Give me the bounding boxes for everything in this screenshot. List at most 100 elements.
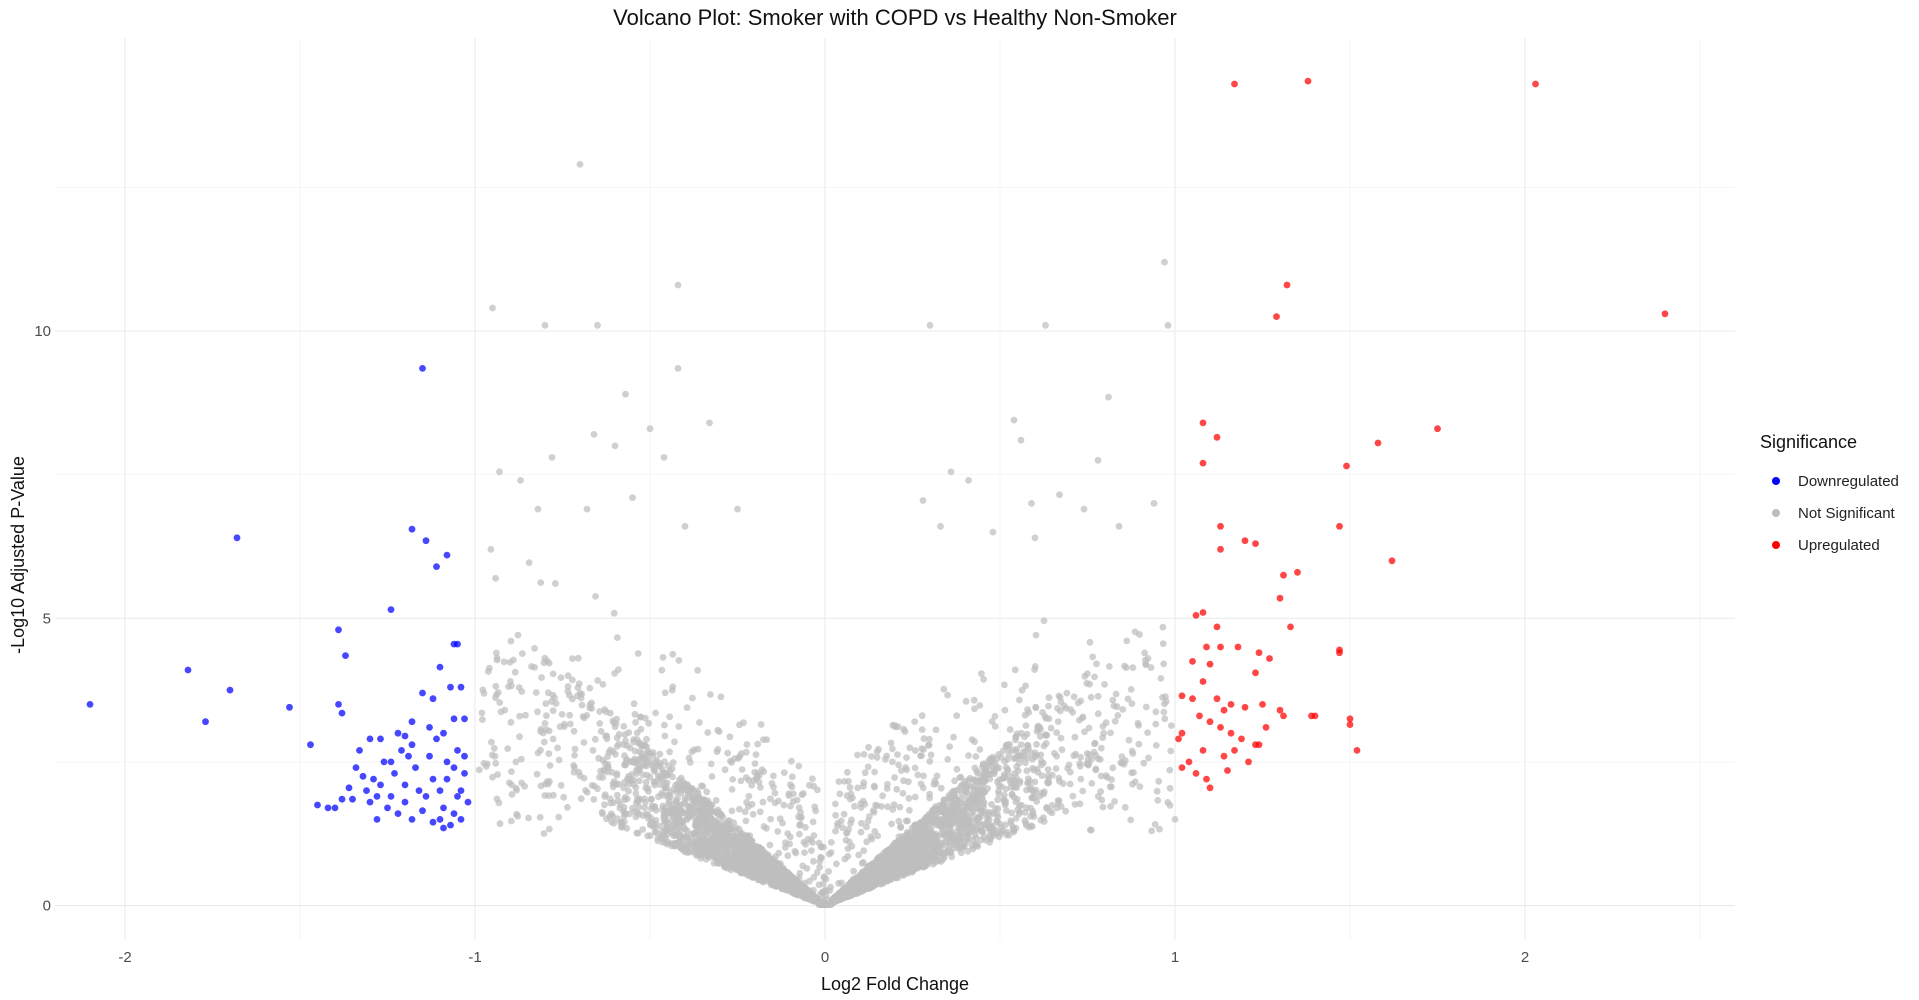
point-upregulated bbox=[1346, 721, 1354, 728]
x-tick-label: 2 bbox=[1521, 949, 1529, 966]
point-not-significant bbox=[944, 691, 951, 699]
point-not-significant bbox=[654, 772, 662, 780]
point-not-significant bbox=[887, 739, 895, 747]
point-not-significant bbox=[541, 654, 549, 662]
point-not-significant bbox=[1081, 728, 1088, 736]
point-not-significant bbox=[655, 793, 662, 801]
point-not-significant bbox=[795, 813, 802, 821]
point-not-significant bbox=[965, 477, 972, 484]
point-not-significant bbox=[1040, 742, 1048, 750]
point-not-significant bbox=[616, 801, 624, 808]
point-not-significant bbox=[1003, 831, 1010, 839]
point-not-significant bbox=[768, 780, 776, 787]
point-downregulated bbox=[352, 764, 360, 771]
point-not-significant bbox=[770, 772, 777, 780]
point-not-significant bbox=[643, 771, 651, 779]
point-not-significant bbox=[531, 645, 538, 652]
point-not-significant bbox=[548, 454, 556, 461]
point-not-significant bbox=[1056, 491, 1063, 499]
point-not-significant bbox=[932, 726, 940, 734]
point-not-significant bbox=[756, 874, 763, 881]
point-not-significant bbox=[653, 756, 661, 764]
point-not-significant bbox=[610, 820, 618, 827]
point-not-significant bbox=[973, 768, 981, 775]
point-downregulated bbox=[401, 781, 409, 789]
point-upregulated bbox=[1199, 419, 1207, 427]
point-not-significant bbox=[1042, 321, 1049, 329]
point-upregulated bbox=[1252, 669, 1259, 677]
point-not-significant bbox=[927, 825, 934, 832]
point-not-significant bbox=[786, 833, 794, 841]
point-not-significant bbox=[546, 762, 554, 769]
point-not-significant bbox=[955, 786, 963, 793]
point-not-significant bbox=[1056, 707, 1064, 715]
point-not-significant bbox=[818, 854, 825, 862]
point-not-significant bbox=[926, 321, 934, 329]
point-not-significant bbox=[727, 757, 734, 765]
point-not-significant bbox=[825, 900, 833, 908]
point-not-significant bbox=[1017, 436, 1025, 444]
point-not-significant bbox=[1045, 702, 1052, 710]
point-not-significant bbox=[953, 765, 961, 773]
point-not-significant bbox=[870, 879, 877, 886]
point-not-significant bbox=[1109, 696, 1117, 704]
point-not-significant bbox=[894, 751, 901, 758]
point-not-significant bbox=[737, 836, 745, 844]
x-tick-label: -1 bbox=[468, 949, 481, 966]
point-not-significant bbox=[1128, 700, 1136, 707]
point-not-significant bbox=[1043, 804, 1051, 812]
point-not-significant bbox=[796, 821, 803, 829]
point-not-significant bbox=[613, 772, 621, 779]
point-not-significant bbox=[632, 719, 639, 726]
point-upregulated bbox=[1241, 537, 1249, 545]
point-not-significant bbox=[795, 804, 803, 811]
point-downregulated bbox=[419, 365, 426, 372]
point-not-significant bbox=[564, 804, 571, 811]
point-not-significant bbox=[1101, 681, 1108, 688]
point-not-significant bbox=[957, 824, 965, 831]
point-not-significant bbox=[880, 867, 887, 874]
point-not-significant bbox=[1092, 766, 1100, 774]
point-upregulated bbox=[1434, 425, 1441, 433]
point-not-significant bbox=[868, 753, 875, 760]
point-not-significant bbox=[751, 760, 759, 767]
point-upregulated bbox=[1311, 712, 1319, 720]
point-not-significant bbox=[889, 721, 897, 729]
point-not-significant bbox=[580, 739, 588, 746]
point-upregulated bbox=[1199, 747, 1207, 754]
point-not-significant bbox=[810, 782, 817, 790]
point-not-significant bbox=[541, 720, 549, 727]
point-not-significant bbox=[832, 800, 839, 808]
point-downregulated bbox=[366, 735, 374, 743]
point-not-significant bbox=[1136, 631, 1143, 638]
point-not-significant bbox=[1107, 803, 1114, 810]
point-downregulated bbox=[429, 775, 437, 783]
point-not-significant bbox=[1094, 793, 1102, 800]
point-not-significant bbox=[545, 792, 553, 800]
point-not-significant bbox=[855, 851, 863, 859]
point-not-significant bbox=[1055, 692, 1063, 700]
point-not-significant bbox=[865, 813, 873, 820]
point-not-significant bbox=[936, 806, 944, 813]
point-not-significant bbox=[895, 761, 902, 769]
point-not-significant bbox=[861, 769, 869, 777]
point-not-significant bbox=[754, 769, 762, 777]
point-not-significant bbox=[636, 766, 643, 773]
point-not-significant bbox=[859, 884, 867, 892]
point-not-significant bbox=[901, 728, 909, 735]
point-not-significant bbox=[900, 777, 907, 785]
point-not-significant bbox=[860, 847, 868, 855]
point-upregulated bbox=[1304, 77, 1312, 85]
point-not-significant bbox=[1094, 710, 1102, 718]
point-not-significant bbox=[730, 832, 738, 840]
point-not-significant bbox=[708, 773, 716, 780]
point-not-significant bbox=[906, 806, 913, 814]
point-not-significant bbox=[1136, 783, 1144, 790]
point-not-significant bbox=[1076, 762, 1084, 770]
point-not-significant bbox=[1002, 785, 1010, 793]
point-not-significant bbox=[1094, 456, 1102, 464]
point-not-significant bbox=[1107, 729, 1114, 737]
point-not-significant bbox=[1026, 777, 1033, 785]
point-not-significant bbox=[1105, 663, 1113, 670]
point-downregulated bbox=[457, 787, 465, 794]
